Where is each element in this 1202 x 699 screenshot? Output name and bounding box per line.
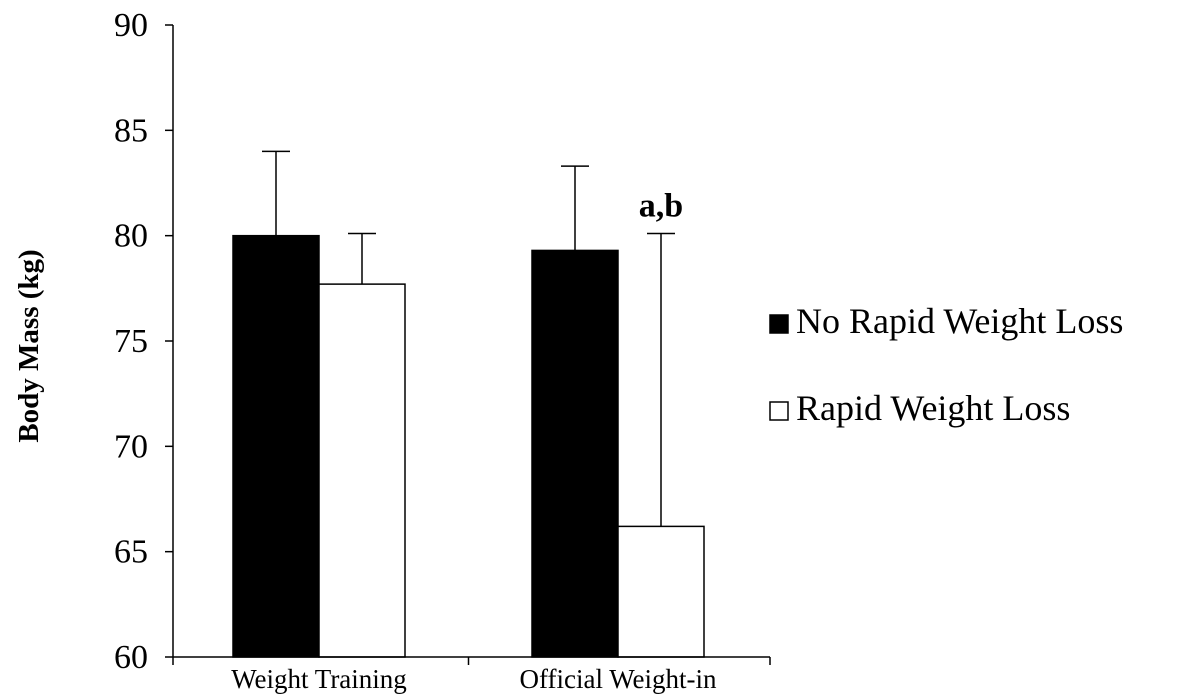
legend-label: Rapid Weight Loss [796, 388, 1070, 428]
y-tick-label: 70 [114, 428, 148, 465]
bar-rapid-0 [318, 283, 406, 658]
y-axis-ticks: 60 65 70 75 80 85 90 [114, 7, 771, 676]
annotations: a,b [639, 188, 683, 225]
bar-rapid-1 [617, 525, 705, 658]
y-tick-label: 65 [114, 534, 148, 571]
legend-swatch [769, 314, 789, 334]
y-axis-title: Body Mass (kg) [13, 249, 45, 442]
legend: No Rapid Weight Loss Rapid Weight Loss [769, 301, 1123, 428]
x-category-label: Official Weight-in [519, 664, 717, 694]
y-tick-label: 80 [114, 218, 148, 255]
significance-annotation: a,b [639, 188, 683, 225]
bar-no-rapid-0 [232, 234, 320, 658]
y-tick-label: 75 [114, 323, 148, 360]
bar-no-rapid-1 [531, 249, 619, 658]
y-tick-label: 90 [114, 7, 148, 44]
error-bars [262, 150, 675, 527]
legend-label: No Rapid Weight Loss [796, 301, 1123, 341]
x-axis-category-labels: Weight Training Official Weight-in [231, 664, 717, 694]
bars [232, 234, 705, 658]
legend-swatch [769, 401, 789, 421]
x-category-label: Weight Training [231, 664, 407, 694]
y-tick-label: 85 [114, 112, 148, 149]
y-tick-label: 60 [114, 639, 148, 676]
